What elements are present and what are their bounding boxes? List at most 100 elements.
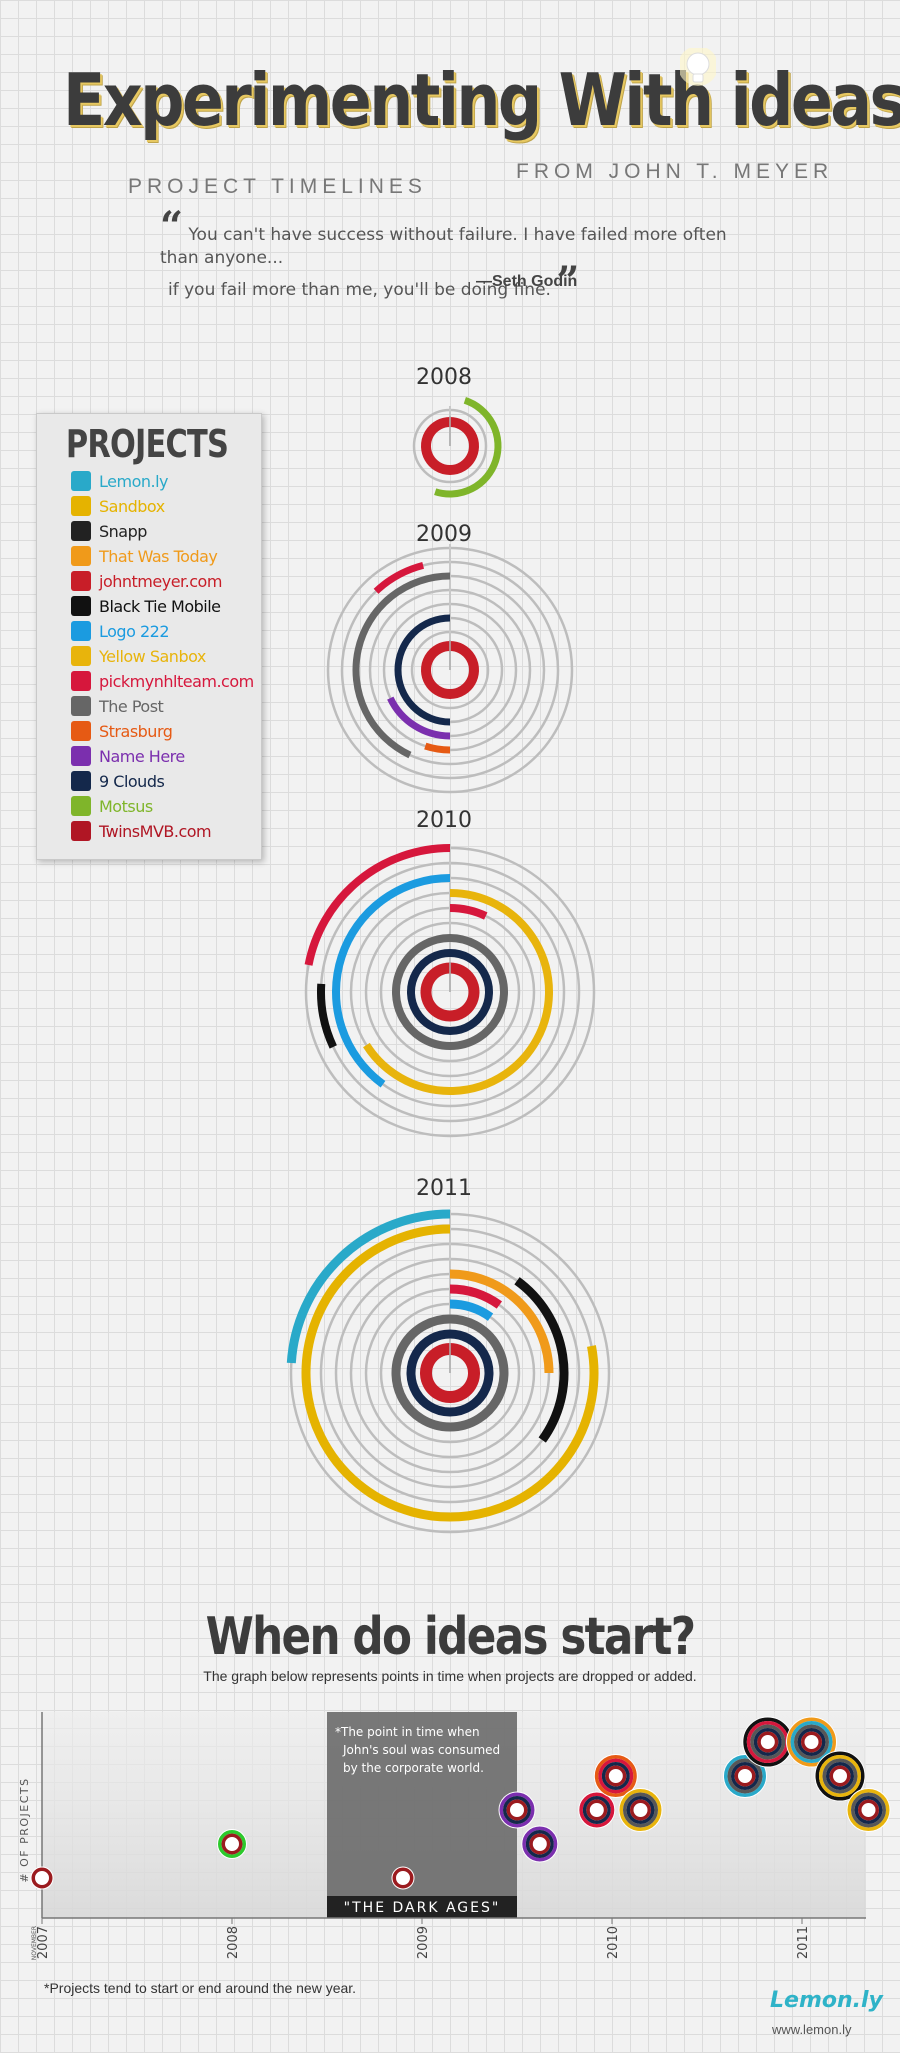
legend-item: Sandbox [71,494,165,518]
data-point [578,1791,616,1829]
legend-item: The Post [71,694,164,718]
legend-item: Yellow Sanbox [71,644,206,668]
data-point [786,1716,837,1768]
project-arc [514,1277,569,1443]
point-center [398,1873,408,1883]
legend-label: Lemon.ly [99,471,169,491]
legend-item: Black Tie Mobile [71,594,221,618]
legend-label: Snapp [99,521,147,541]
point-center [635,1805,646,1815]
footnote: *Projects tend to start or end around th… [44,1980,357,1996]
project-arc [449,904,488,920]
point-center [762,1737,773,1747]
project-arc [391,1314,509,1432]
point-ring [630,1799,651,1821]
legend-label: Strasburg [99,721,173,741]
subtitle-right: FROM JOHN T. MEYER [516,160,834,183]
project-arc [387,696,451,740]
legend-title: PROJECTS [65,422,229,466]
quote: “ You can't have success without failure… [160,203,770,305]
quote-line-1: “ You can't have success without failure… [160,203,727,269]
year-label-2009: 2009 [416,522,472,547]
point-ring [221,1833,243,1855]
project-arc [317,983,337,1049]
newspaper-icon [71,696,91,716]
section-title: When do ideas start? [205,1607,696,1667]
data-point [742,1716,794,1768]
project-arc [421,417,479,475]
point-center [740,1771,750,1781]
project-arc [286,1209,451,1364]
m-icon [71,796,91,816]
legend-item: Lemon.ly [71,469,169,493]
lemonly-url: www.lemon.ly [772,2022,852,2037]
point-center [37,1873,47,1883]
point-ring [598,1758,634,1794]
ideas-start-chart: *The point in time when John's soul was c… [18,1712,891,1960]
point-center [512,1805,522,1815]
lemon-icon [71,471,91,491]
point-ring [601,1762,630,1790]
legend-item: Motsus [71,794,153,818]
lightbulb-icon [680,48,716,86]
point-ring [851,1792,886,1828]
legend-label: Sandbox [99,496,165,516]
data-point [814,1750,866,1802]
point-ring [506,1799,528,1821]
project-arc [434,397,502,498]
legend-label: That Was Today [99,546,218,566]
data-point [521,1825,559,1863]
point-ring [757,1731,779,1753]
close-quote-icon: ” [556,258,580,305]
lemonly-logo: Lemon.ly [770,1988,883,2013]
subtitle-left: PROJECT TIMELINES [128,175,427,198]
radial-timelines [286,397,611,1534]
legend-label: Name Here [99,746,185,766]
point-ring [594,1755,637,1797]
shovel-icon [71,646,91,666]
radial-chart-2011 [286,1209,611,1534]
dark-ages-note: *The point in time when John's soul was c… [335,1725,500,1775]
pick-icon [71,671,91,691]
cloud-icon [71,771,91,791]
flame-icon [71,571,91,591]
legend-label: pickmynhlteam.com [99,671,254,691]
point-ring [392,1867,414,1889]
project-arc [304,844,451,966]
open-quote-icon: “ [160,203,184,250]
legend-item: 9 Clouds [71,769,165,793]
year-label-2008: 2008 [416,365,472,390]
project-arc [352,572,451,759]
legend-item: Name Here [71,744,185,768]
project-arc [406,1329,494,1417]
x-tick-sublabel: NOVEMBER [31,1926,38,1960]
dark-ages-banner-label: "THE DARK AGES" [344,1900,501,1916]
projects-legend: PROJECTS Lemon.ly Sandbox Snapp That Was To… [36,413,262,860]
point-ring [858,1799,879,1821]
point-center [591,1805,602,1815]
point-ring [819,1755,861,1797]
clock-icon [71,546,91,566]
project-arc [363,889,553,1095]
data-point [30,1866,54,1890]
point-ring [586,1799,608,1821]
data-point [723,1754,767,1798]
point-ring [529,1833,551,1855]
quote-line-2: if you fail more than me, you'll be doin… [168,258,580,305]
year-label-2011: 2011 [416,1176,472,1201]
data-point [391,1866,415,1890]
point-center [534,1839,545,1849]
legend-item: Snapp [71,519,147,543]
project-arc [449,1299,494,1321]
point-ring [826,1762,854,1790]
data-point [846,1788,891,1832]
data-point [618,1788,663,1832]
legend-label: 9 Clouds [99,771,165,791]
point-ring [525,1830,554,1858]
point-ring [579,1792,615,1828]
point-ring [847,1789,890,1831]
point-center [863,1805,874,1815]
point-ring [801,1731,822,1753]
point-ring [731,1762,759,1790]
point-ring [727,1758,763,1794]
